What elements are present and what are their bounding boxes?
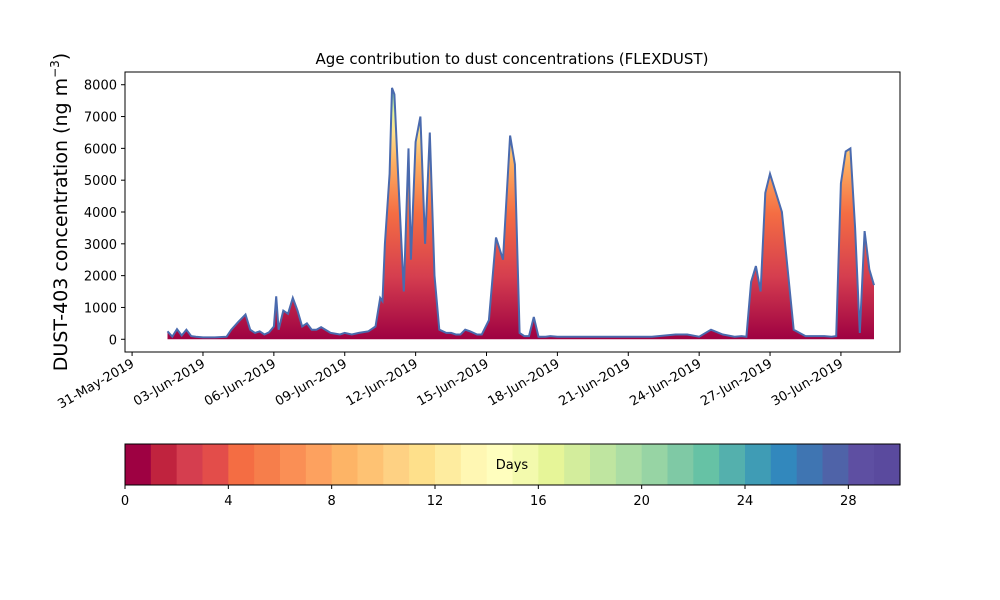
plot-area xyxy=(124,71,901,353)
y-tick-label: 0 xyxy=(109,333,117,348)
colorbar-swatch xyxy=(693,444,720,485)
colorbar-ticks: 0 4 8 12 16 20 24 28 xyxy=(121,485,857,509)
colorbar-tick-label: 24 xyxy=(737,494,754,509)
colorbar-swatch xyxy=(305,444,333,485)
y-tick-label: 7000 xyxy=(84,111,117,126)
x-tick-label: 18-Jun-2019 xyxy=(486,356,563,409)
colorbar-label: Days xyxy=(496,458,529,473)
colorbar-swatch xyxy=(615,444,643,485)
colorbar-swatch xyxy=(822,444,849,485)
colorbar-swatch xyxy=(280,444,307,485)
colorbar-swatch xyxy=(125,444,152,485)
colorbar-swatch xyxy=(176,444,204,485)
chart-title: Age contribution to dust concentrations … xyxy=(316,50,709,68)
colorbar-swatch xyxy=(641,444,669,485)
colorbar-swatch xyxy=(150,444,178,485)
colorbar-swatch xyxy=(719,444,746,485)
colorbar-swatch xyxy=(590,444,617,485)
colorbar-swatch xyxy=(409,444,436,485)
colorbar-swatch xyxy=(254,444,281,485)
colorbar-tick-label: 28 xyxy=(840,494,857,509)
colorbar: Days 0 4 8 12 16 20 24 28 xyxy=(121,443,901,509)
colorbar-tick-label: 12 xyxy=(427,494,444,509)
y-tick-label: 6000 xyxy=(84,142,117,157)
series-line-total xyxy=(166,87,875,339)
stacked-areas xyxy=(166,87,875,340)
colorbar-swatch xyxy=(564,444,591,485)
y-tick-label: 4000 xyxy=(84,206,117,221)
y-axis-label: DUST-403 concentration (ng m−3) xyxy=(48,53,72,371)
colorbar-swatch xyxy=(512,444,539,485)
colorbar-swatches xyxy=(125,444,901,485)
x-tick-label: 12-Jun-2019 xyxy=(344,356,421,409)
series-area-total xyxy=(167,87,874,340)
colorbar-swatch xyxy=(796,444,824,485)
y-tick-label: 3000 xyxy=(84,238,117,253)
colorbar-tick-label: 0 xyxy=(121,494,129,509)
y-tick-label: 2000 xyxy=(84,270,117,285)
colorbar-swatch xyxy=(667,444,694,485)
y-axis-label-exponent: −3 xyxy=(48,60,62,78)
x-tick-label: 03-Jun-2019 xyxy=(131,356,208,409)
colorbar-frame xyxy=(124,443,901,486)
colorbar-swatch xyxy=(745,444,772,485)
colorbar-swatch xyxy=(770,444,798,485)
x-tick-label: 06-Jun-2019 xyxy=(202,356,279,409)
colorbar-tick-label: 20 xyxy=(633,494,650,509)
colorbar-tick-label: 16 xyxy=(530,494,547,509)
colorbar-swatch xyxy=(357,444,384,485)
colorbar-swatch xyxy=(848,444,875,485)
x-tick-label: 24-Jun-2019 xyxy=(627,356,704,409)
colorbar-swatch xyxy=(202,444,229,485)
colorbar-tick-label: 4 xyxy=(224,494,232,509)
colorbar-swatch xyxy=(331,444,359,485)
colorbar-tick-label: 8 xyxy=(328,494,336,509)
x-tick-label: 15-Jun-2019 xyxy=(415,356,492,409)
colorbar-swatch xyxy=(435,444,462,485)
y-axis-label-close: ) xyxy=(50,53,72,60)
colorbar-swatch xyxy=(538,444,565,485)
y-axis-label-main: DUST-403 concentration (ng m xyxy=(50,78,72,371)
x-tick-label: 09-Jun-2019 xyxy=(273,356,350,409)
colorbar-swatch xyxy=(486,444,514,485)
colorbar-swatch xyxy=(460,444,488,485)
colorbar-swatch xyxy=(228,444,255,485)
colorbar-swatch xyxy=(874,444,901,485)
x-tick-label: 30-Jun-2019 xyxy=(769,356,846,409)
x-tick-label: 27-Jun-2019 xyxy=(698,356,775,409)
x-axis: 31-May-201903-Jun-201906-Jun-201909-Jun-… xyxy=(55,352,846,412)
y-tick-label: 5000 xyxy=(84,174,117,189)
colorbar-swatch xyxy=(383,444,410,485)
y-tick-label: 8000 xyxy=(84,79,117,94)
y-tick-label: 1000 xyxy=(84,301,117,316)
x-tick-label: 21-Jun-2019 xyxy=(556,356,633,409)
y-axis: 0 1000 2000 3000 4000 5000 6000 7000 8000 xyxy=(84,79,125,348)
